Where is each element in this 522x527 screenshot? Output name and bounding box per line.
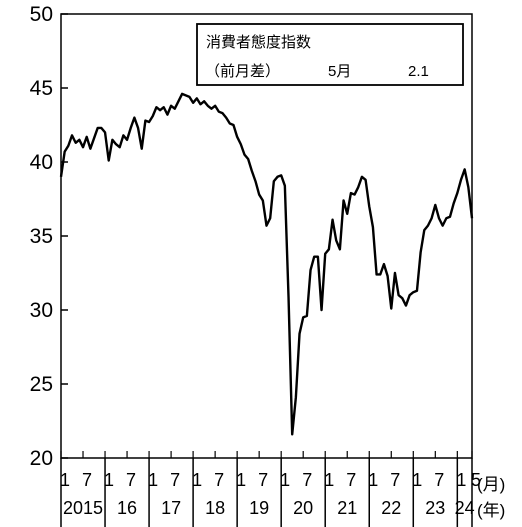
y-tick-label: 50 bbox=[30, 3, 53, 26]
x-month-label: 7 bbox=[302, 470, 312, 490]
plot-frame bbox=[60, 13, 473, 459]
x-month-label: 7 bbox=[434, 470, 444, 490]
x-year-label: 20 bbox=[293, 498, 313, 518]
legend-series-name: 消費者態度指数 bbox=[206, 34, 311, 51]
x-unit-month: (月) bbox=[477, 475, 505, 494]
x-month-label: 1 bbox=[104, 470, 114, 490]
x-unit-year: (年) bbox=[477, 501, 505, 520]
x-month-label: 1 bbox=[324, 470, 334, 490]
y-tick-label: 35 bbox=[30, 225, 53, 248]
y-tick-label: 40 bbox=[30, 151, 53, 174]
x-year-label: 19 bbox=[249, 498, 269, 518]
x-month-label: 1 bbox=[456, 470, 466, 490]
x-month-label: 7 bbox=[390, 470, 400, 490]
x-month-label: 7 bbox=[170, 470, 180, 490]
legend-frame bbox=[196, 23, 464, 86]
x-month-label: 1 bbox=[148, 470, 158, 490]
x-month-label: 5 bbox=[471, 470, 481, 490]
x-year-label: 2015 bbox=[63, 498, 103, 518]
x-year-label: 22 bbox=[381, 498, 401, 518]
legend-box: 消費者態度指数 （前月差） 5月 2.1 bbox=[196, 23, 464, 86]
y-tick-label: 25 bbox=[30, 373, 53, 396]
x-month-label: 1 bbox=[192, 470, 202, 490]
y-tick-label: 45 bbox=[30, 77, 53, 100]
y-tick-label: 30 bbox=[30, 299, 53, 322]
x-month-label: 7 bbox=[258, 470, 268, 490]
legend-diff-month: 5月 bbox=[328, 63, 351, 80]
x-month-label: 1 bbox=[60, 470, 70, 490]
x-month-label: 1 bbox=[368, 470, 378, 490]
y-axis: 20 25 30 35 40 45 50 bbox=[30, 3, 68, 470]
x-month-label: 1 bbox=[412, 470, 422, 490]
legend-diff-label: （前月差） bbox=[205, 63, 280, 80]
x-year-label: 23 bbox=[425, 498, 445, 518]
y-tick-label: 20 bbox=[30, 447, 53, 470]
x-month-label: 7 bbox=[82, 470, 92, 490]
x-month-label: 7 bbox=[126, 470, 136, 490]
x-month-label: 7 bbox=[346, 470, 356, 490]
x-year-label: 21 bbox=[337, 498, 357, 518]
x-year-label: 24 bbox=[455, 498, 475, 518]
x-year-label: 16 bbox=[117, 498, 137, 518]
x-month-label: 7 bbox=[214, 470, 224, 490]
x-year-label: 18 bbox=[205, 498, 225, 518]
series-line-consumer-confidence bbox=[59, 92, 474, 436]
legend-diff-value: 2.1 bbox=[408, 63, 429, 80]
x-year-label: 17 bbox=[161, 498, 181, 518]
x-month-label: 1 bbox=[236, 470, 246, 490]
x-month-label: 1 bbox=[280, 470, 290, 490]
